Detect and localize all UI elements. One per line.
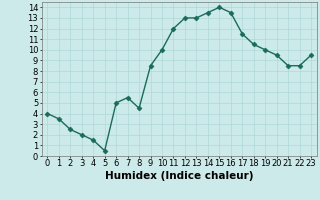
- X-axis label: Humidex (Indice chaleur): Humidex (Indice chaleur): [105, 171, 253, 181]
